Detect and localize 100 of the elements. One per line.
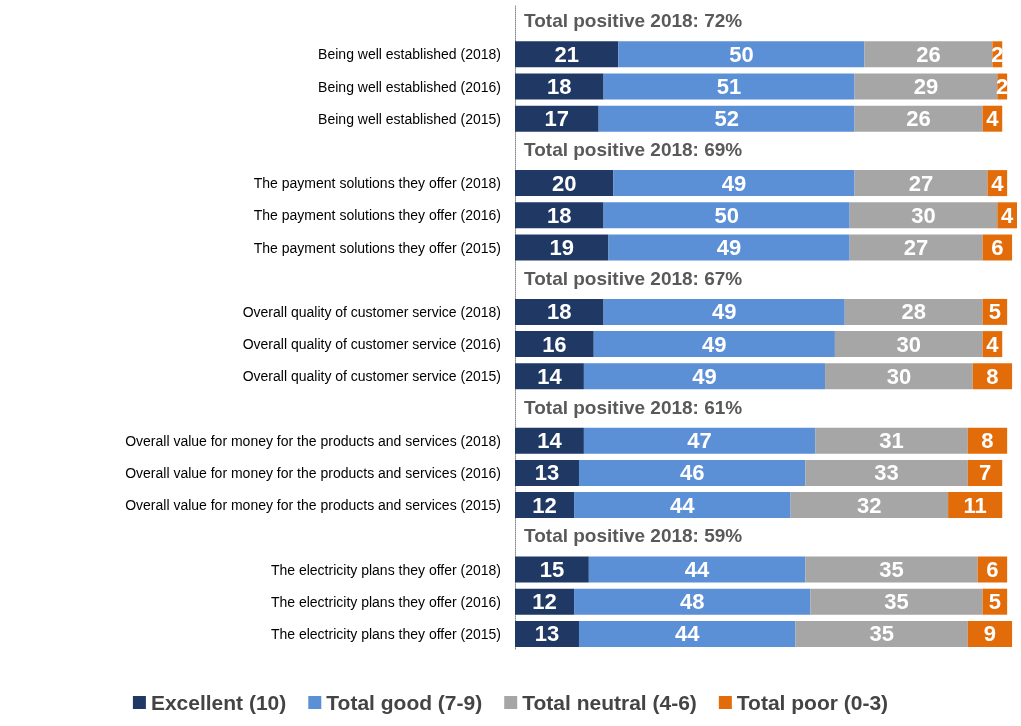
y-tick-label: Being well established (2018) <box>318 46 501 63</box>
data-label: 18 <box>547 74 572 99</box>
annotation: Total positive 2018: 67% <box>524 267 743 289</box>
data-label: 13 <box>534 460 560 486</box>
annotation: Total positive 2018: 61% <box>524 396 743 418</box>
data-label: 32 <box>857 492 882 518</box>
data-label: 30 <box>911 202 936 228</box>
data-label: 21 <box>554 41 579 67</box>
data-label: 44 <box>670 492 696 518</box>
y-tick-label: The electricity plans they offer (2018) <box>270 561 501 578</box>
bar <box>849 202 998 229</box>
data-label: 35 <box>879 557 904 582</box>
data-label: 50 <box>714 202 739 228</box>
data-label: 49 <box>702 331 727 357</box>
annotation: Total positive 2018: 59% <box>524 525 743 547</box>
bar <box>790 492 949 519</box>
bar <box>613 170 855 197</box>
data-label: 49 <box>716 235 742 260</box>
data-label: 49 <box>711 299 737 325</box>
data-label: 35 <box>869 621 894 647</box>
data-label: 17 <box>544 106 570 132</box>
y-tick-label: Overall quality of customer service (2015) <box>242 368 501 385</box>
y-tick-label: The payment solutions they offer (2016) <box>253 207 501 224</box>
bar <box>810 588 983 615</box>
data-label: 52 <box>714 106 739 132</box>
bar <box>834 331 983 358</box>
bar <box>515 234 609 261</box>
bar <box>825 363 973 390</box>
data-label: 31 <box>879 428 904 454</box>
legend-label: Total good (7-9) <box>326 691 483 714</box>
data-label: 51 <box>716 74 742 99</box>
bar <box>618 41 865 68</box>
data-label: 19 <box>549 235 574 260</box>
bar <box>603 202 850 229</box>
y-tick-label: The payment solutions they offer (2015) <box>253 239 501 256</box>
y-tick-label: The electricity plans they offer (2015) <box>270 625 501 642</box>
data-label: 4 <box>986 106 1000 132</box>
data-label: 14 <box>537 363 563 389</box>
y-tick-label: Overall quality of customer service (2018) <box>242 303 501 320</box>
bar <box>515 105 599 132</box>
bar <box>844 298 983 325</box>
data-label: 13 <box>534 621 560 647</box>
bar <box>574 492 791 519</box>
data-label: 11 <box>963 492 987 518</box>
annotation: Total positive 2018: 72% <box>524 10 743 32</box>
y-tick-label: Being well established (2015) <box>318 110 501 127</box>
y-tick-label: The electricity plans they offer (2016) <box>270 593 501 610</box>
bar <box>854 73 998 100</box>
data-label: 46 <box>679 460 705 486</box>
data-label: 26 <box>916 41 941 67</box>
annotation: Total positive 2018: 69% <box>524 138 743 160</box>
bar <box>608 234 850 261</box>
y-tick-label: Overall value for money for the products and services (2018) <box>125 432 501 449</box>
data-label: 48 <box>679 589 705 615</box>
data-label: 12 <box>532 589 557 615</box>
bar <box>854 170 988 197</box>
y-tick-label: Overall value for money for the products and services (2016) <box>125 464 501 481</box>
data-label: 8 <box>986 363 999 389</box>
data-label: 15 <box>539 557 565 582</box>
bar <box>598 105 855 132</box>
data-label: 18 <box>547 299 572 325</box>
data-label: 20 <box>551 170 577 196</box>
data-label: 14 <box>537 428 563 454</box>
data-label: 12 <box>532 492 557 518</box>
data-label: 44 <box>675 621 701 647</box>
data-label: 30 <box>896 331 921 357</box>
data-label: 33 <box>874 460 899 486</box>
bar <box>515 41 619 68</box>
bar <box>849 234 983 261</box>
data-label: 26 <box>906 106 931 132</box>
data-label: 6 <box>986 557 999 582</box>
data-label: 7 <box>978 460 992 486</box>
bar <box>578 620 796 647</box>
data-label: 29 <box>913 74 939 99</box>
bar <box>795 620 968 647</box>
y-tick-label: Overall value for money for the products and services (2015) <box>125 497 501 514</box>
bar <box>815 427 968 454</box>
data-label: 27 <box>908 170 934 196</box>
data-label: 47 <box>687 428 712 454</box>
y-tick-label: Being well established (2016) <box>318 78 501 95</box>
data-label: 9 <box>983 621 997 647</box>
y-tick-label: Overall quality of customer service (2016) <box>242 336 501 353</box>
bar <box>515 73 604 100</box>
legend-label: Total neutral (4-6) <box>522 691 697 714</box>
data-label: 4 <box>1001 202 1015 228</box>
bar <box>593 331 835 358</box>
bar <box>583 427 816 454</box>
bar <box>603 298 845 325</box>
data-label: 49 <box>721 170 747 196</box>
data-label: 5 <box>988 299 1001 325</box>
data-label: 50 <box>729 41 754 67</box>
data-label: 49 <box>692 363 717 389</box>
bar <box>578 459 806 486</box>
data-label: 18 <box>547 202 572 228</box>
data-label: 4 <box>986 331 1000 357</box>
bar <box>805 556 978 583</box>
data-label: 6 <box>991 235 1004 260</box>
bar <box>583 363 826 390</box>
bar <box>574 588 811 615</box>
bar <box>805 459 968 486</box>
